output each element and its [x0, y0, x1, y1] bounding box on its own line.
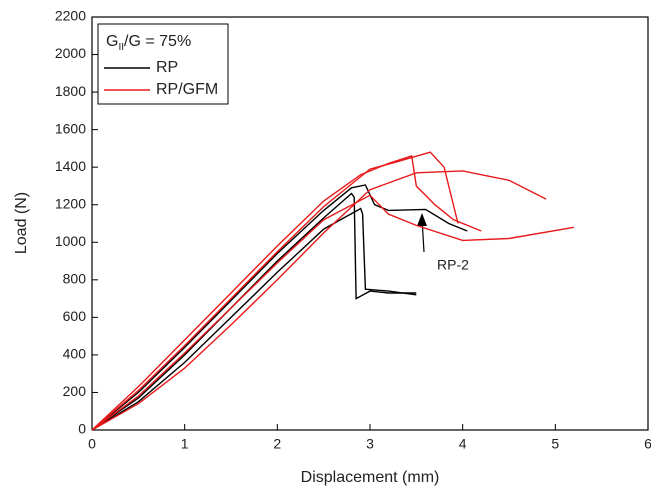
- point-label: RP-2: [437, 257, 469, 273]
- y-tick-label: 200: [63, 383, 87, 399]
- y-tick-label: 800: [63, 271, 87, 287]
- y-tick-label: 1800: [55, 83, 86, 99]
- x-tick-label: 5: [551, 436, 559, 452]
- y-tick-label: 600: [63, 308, 87, 324]
- x-axis-label: Displacement (mm): [301, 469, 440, 486]
- x-tick-label: 3: [366, 436, 374, 452]
- annotation-arrowhead: [417, 213, 427, 226]
- x-tick-label: 4: [459, 436, 467, 452]
- y-tick-label: 0: [78, 421, 86, 437]
- annotation: GII/G = 75%: [106, 33, 191, 52]
- annotation-base: G: [106, 33, 118, 50]
- y-tick-label: 1400: [55, 158, 86, 174]
- x-tick-label: 6: [644, 436, 651, 452]
- legend-label: RP: [156, 59, 178, 76]
- series-line: [91, 207, 417, 431]
- y-tick-label: 1000: [55, 233, 86, 249]
- y-tick-label: 400: [63, 346, 87, 362]
- x-tick-label: 2: [273, 436, 281, 452]
- annotation-rest: /G = 75%: [124, 33, 191, 50]
- x-tick-label: 0: [88, 436, 96, 452]
- x-tick-label: 1: [181, 436, 189, 452]
- y-tick-label: 1200: [55, 195, 86, 211]
- series-line: [91, 194, 575, 431]
- series-line: [91, 184, 468, 431]
- series-line: [91, 170, 547, 431]
- series-line: [91, 151, 459, 431]
- series-line: [91, 192, 417, 431]
- y-tick-label: 2200: [55, 8, 86, 24]
- y-axis-label: Load (N): [13, 192, 30, 254]
- series-line: [91, 154, 482, 431]
- y-tick-label: 1600: [55, 120, 86, 136]
- y-tick-label: 2000: [55, 45, 86, 61]
- annotation-sub: II: [118, 42, 124, 53]
- legend-label: RP/GFM: [156, 81, 218, 98]
